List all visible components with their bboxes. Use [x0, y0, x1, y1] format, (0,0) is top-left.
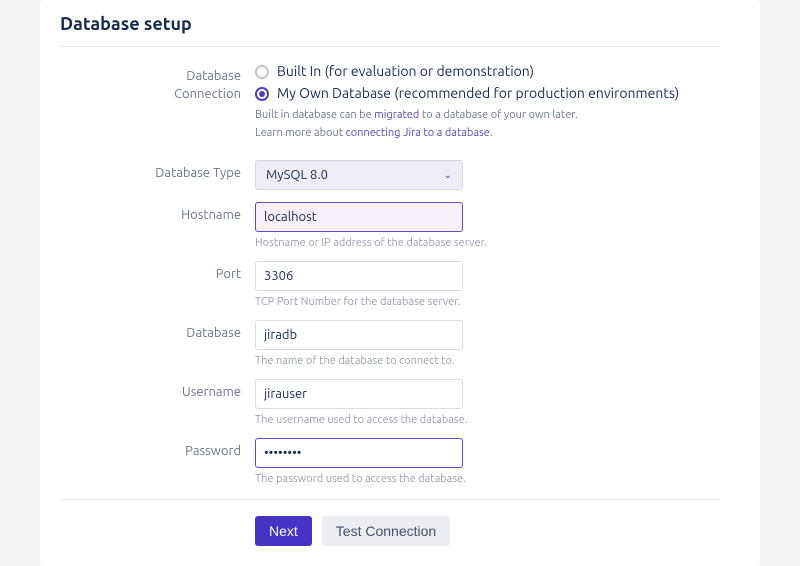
- radio-own-label: My Own Database (recommended for product…: [277, 85, 679, 101]
- label-hostname: Hostname: [60, 202, 255, 249]
- link-connecting[interactable]: connecting Jira to a database: [346, 127, 490, 139]
- chevron-down-icon: ⌄: [444, 169, 452, 181]
- select-dbtype-value: MySQL 8.0: [266, 168, 328, 182]
- hint-database: The name of the database to connect to.: [255, 355, 720, 367]
- radio-row-builtin[interactable]: Built In (for evaluation or demonstratio…: [255, 63, 720, 79]
- label-database: Database: [60, 320, 255, 367]
- label-port: Port: [60, 261, 255, 308]
- next-button[interactable]: Next: [255, 516, 312, 546]
- connection-options: Built In (for evaluation or demonstratio…: [255, 63, 720, 142]
- input-username[interactable]: [255, 379, 463, 409]
- hint2-post: .: [490, 127, 493, 139]
- setup-card: Database setup Database Connection Built…: [40, 0, 760, 566]
- row-dbtype: Database Type MySQL 8.0 ⌄: [60, 160, 720, 190]
- label-password: Password: [60, 438, 255, 485]
- hint-hostname: Hostname or IP address of the database s…: [255, 237, 720, 249]
- link-migrated[interactable]: migrated: [374, 109, 419, 121]
- hint-port: TCP Port Number for the database server.: [255, 296, 720, 308]
- page-title: Database setup: [60, 8, 720, 46]
- label-connection-l2: Connection: [174, 87, 241, 101]
- divider-bottom: [60, 499, 720, 500]
- button-row: Next Test Connection: [255, 502, 720, 546]
- radio-builtin-label: Built In (for evaluation or demonstratio…: [277, 63, 534, 79]
- connection-hint: Built in database can be migrated to a d…: [255, 107, 720, 142]
- radio-own[interactable]: [255, 87, 269, 101]
- divider-top: [60, 46, 720, 47]
- hint1-pre: Built in database can be: [255, 109, 374, 121]
- hint-password: The password used to access the database…: [255, 473, 720, 485]
- label-connection: Database Connection: [60, 63, 255, 142]
- test-connection-button[interactable]: Test Connection: [322, 516, 450, 546]
- hint1-post: to a database of your own later.: [419, 109, 577, 121]
- input-hostname[interactable]: [255, 202, 463, 232]
- select-dbtype[interactable]: MySQL 8.0 ⌄: [255, 160, 463, 190]
- input-database[interactable]: [255, 320, 463, 350]
- row-connection: Database Connection Built In (for evalua…: [60, 63, 720, 142]
- radio-row-own[interactable]: My Own Database (recommended for product…: [255, 85, 720, 101]
- hint-username: The username used to access the database…: [255, 414, 720, 426]
- label-username: Username: [60, 379, 255, 426]
- row-hostname: Hostname Hostname or IP address of the d…: [60, 202, 720, 249]
- radio-builtin[interactable]: [255, 65, 269, 79]
- input-password[interactable]: [255, 438, 463, 468]
- row-username: Username The username used to access the…: [60, 379, 720, 426]
- label-connection-l1: Database: [186, 69, 241, 83]
- input-port[interactable]: [255, 261, 463, 291]
- row-database: Database The name of the database to con…: [60, 320, 720, 367]
- label-dbtype: Database Type: [60, 160, 255, 190]
- row-password: Password The password used to access the…: [60, 438, 720, 485]
- hint2-pre: Learn more about: [255, 127, 346, 139]
- row-port: Port TCP Port Number for the database se…: [60, 261, 720, 308]
